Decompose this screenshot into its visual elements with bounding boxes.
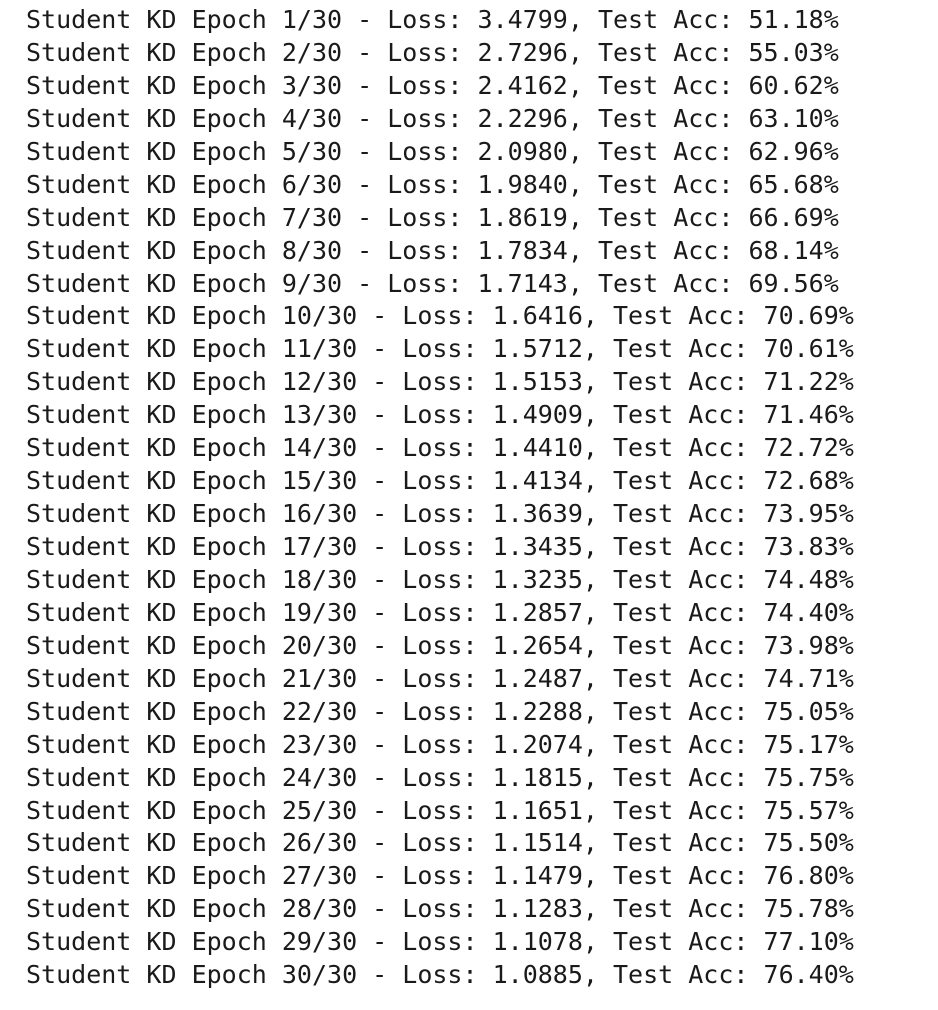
log-line: Student KD Epoch 2/30 - Loss: 2.7296, Te… [26, 37, 839, 67]
log-line: Student KD Epoch 13/30 - Loss: 1.4909, T… [26, 400, 854, 430]
log-line: Student KD Epoch 11/30 - Loss: 1.5712, T… [26, 334, 854, 364]
log-line: Student KD Epoch 24/30 - Loss: 1.1815, T… [26, 762, 854, 792]
log-line: Student KD Epoch 29/30 - Loss: 1.1078, T… [26, 927, 854, 957]
log-line: Student KD Epoch 30/30 - Loss: 1.0885, T… [26, 960, 854, 990]
log-line: Student KD Epoch 27/30 - Loss: 1.1479, T… [26, 861, 854, 891]
log-line: Student KD Epoch 14/30 - Loss: 1.4410, T… [26, 433, 854, 463]
log-line: Student KD Epoch 4/30 - Loss: 2.2296, Te… [26, 103, 839, 133]
log-line: Student KD Epoch 22/30 - Loss: 1.2288, T… [26, 696, 854, 726]
log-line: Student KD Epoch 16/30 - Loss: 1.3639, T… [26, 499, 854, 529]
log-line: Student KD Epoch 21/30 - Loss: 1.2487, T… [26, 663, 854, 693]
log-line: Student KD Epoch 5/30 - Loss: 2.0980, Te… [26, 136, 839, 166]
log-line: Student KD Epoch 15/30 - Loss: 1.4134, T… [26, 466, 854, 496]
log-line: Student KD Epoch 7/30 - Loss: 1.8619, Te… [26, 202, 839, 232]
log-line: Student KD Epoch 23/30 - Loss: 1.2074, T… [26, 729, 854, 759]
log-line: Student KD Epoch 12/30 - Loss: 1.5153, T… [26, 367, 854, 397]
log-line: Student KD Epoch 26/30 - Loss: 1.1514, T… [26, 828, 854, 858]
log-line: Student KD Epoch 17/30 - Loss: 1.3435, T… [26, 532, 854, 561]
log-line: Student KD Epoch 8/30 - Loss: 1.7834, Te… [26, 235, 839, 265]
training-log-output: Student KD Epoch 1/30 - Loss: 3.4799, Te… [26, 4, 854, 992]
log-line: Student KD Epoch 1/30 - Loss: 3.4799, Te… [26, 5, 839, 34]
log-line: Student KD Epoch 25/30 - Loss: 1.1651, T… [26, 795, 854, 825]
log-line: Student KD Epoch 20/30 - Loss: 1.2654, T… [26, 630, 854, 660]
log-line: Student KD Epoch 19/30 - Loss: 1.2857, T… [26, 597, 854, 627]
log-line: Student KD Epoch 9/30 - Loss: 1.7143, Te… [26, 268, 839, 298]
log-line: Student KD Epoch 28/30 - Loss: 1.1283, T… [26, 894, 854, 924]
log-line: Student KD Epoch 3/30 - Loss: 2.4162, Te… [26, 70, 839, 100]
log-line: Student KD Epoch 10/30 - Loss: 1.6416, T… [26, 301, 854, 331]
log-line: Student KD Epoch 6/30 - Loss: 1.9840, Te… [26, 169, 839, 199]
log-line: Student KD Epoch 18/30 - Loss: 1.3235, T… [26, 564, 854, 594]
